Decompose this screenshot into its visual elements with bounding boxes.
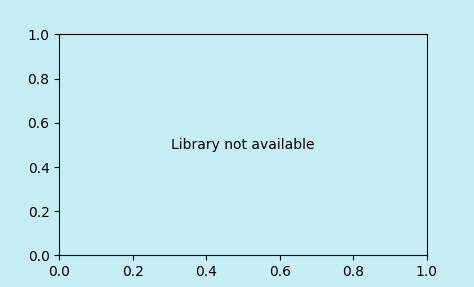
Text: Library not available: Library not available — [171, 138, 315, 152]
